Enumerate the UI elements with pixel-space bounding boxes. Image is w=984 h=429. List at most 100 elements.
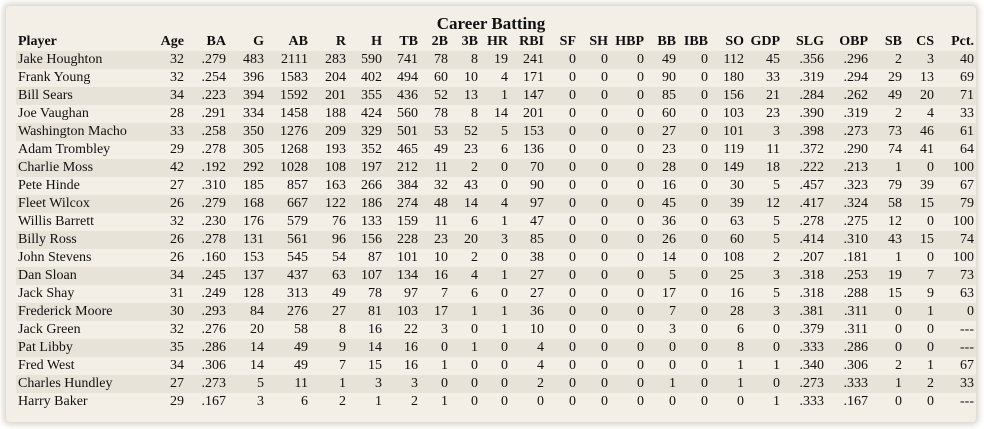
stat-cell: 7 [646, 303, 678, 321]
stat-cell: 1 [480, 267, 510, 285]
stat-cell: 79 [936, 195, 976, 213]
table-body: Jake Houghton 32.279 483 2111 283 590 741 78 8 19… [16, 51, 976, 411]
stat-cell: 283 [310, 51, 348, 69]
stat-cell: 6 [710, 321, 746, 339]
stat-cell: 23 [450, 141, 480, 159]
stat-cell: 49 [310, 285, 348, 303]
stat-cell: 61 [936, 123, 976, 141]
stat-cell: 0 [646, 357, 678, 375]
stat-cell: 97 [510, 195, 546, 213]
stat-cell: 67 [936, 357, 976, 375]
stat-cell: 0 [578, 303, 610, 321]
column-header: CS [916, 34, 934, 49]
stat-cell: 0 [746, 339, 782, 357]
stat-cell: 4 [480, 69, 510, 87]
stat-cell: .245 [186, 267, 228, 285]
stat-cell: 436 [384, 87, 420, 105]
stat-cell: 48 [420, 195, 450, 213]
stat-cell: 483 [228, 51, 266, 69]
stat-cell: 579 [266, 213, 310, 231]
stat-cell: 0 [578, 159, 610, 177]
stat-cell: 8 [310, 321, 348, 339]
table-row: Frank Young 32.254 396 1583 204 402 494 60 10 4 17… [16, 69, 976, 87]
stat-cell: 3 [228, 393, 266, 411]
stat-cell: 78 [420, 51, 450, 69]
stat-cell: 0 [610, 123, 646, 141]
stat-cell: 69 [936, 69, 976, 87]
stat-cell: 27 [310, 303, 348, 321]
stat-cell: 0 [546, 321, 578, 339]
stat-cell: 0 [578, 123, 610, 141]
stat-cell: 424 [348, 105, 384, 123]
stat-cell: 4 [510, 357, 546, 375]
stat-cell: 49 [646, 51, 678, 69]
stat-cell: 16 [384, 357, 420, 375]
stat-cell: 30 [710, 177, 746, 195]
stat-cell: 396 [228, 69, 266, 87]
stat-cell: 0 [610, 195, 646, 213]
player-name-cell: Joe Vaughan [16, 105, 144, 123]
stat-cell: 1 [480, 87, 510, 105]
stat-cell: 100 [936, 249, 976, 267]
stat-cell: 34 [144, 87, 186, 105]
stat-cell: 49 [870, 87, 904, 105]
stat-cell: .291 [186, 105, 228, 123]
stat-cell: 7 [904, 267, 936, 285]
stat-cell: 1 [746, 393, 782, 411]
stat-cell: 0 [578, 375, 610, 393]
column-header: BB [657, 34, 676, 49]
stat-cell: 0 [610, 393, 646, 411]
stat-cell: .319 [782, 69, 826, 87]
player-name-cell: Jack Shay [16, 285, 144, 303]
stat-cell: 133 [348, 213, 384, 231]
stat-cell: 274 [384, 195, 420, 213]
stat-cell: 1 [348, 393, 384, 411]
stat-cell: .284 [782, 87, 826, 105]
stat-cell: 108 [710, 249, 746, 267]
stat-cell: 15 [348, 357, 384, 375]
stat-cell: 0 [870, 339, 904, 357]
stat-cell: .253 [826, 267, 870, 285]
stat-cell: 19 [480, 51, 510, 69]
stat-cell: 23 [646, 141, 678, 159]
stat-cell: 0 [904, 159, 936, 177]
stat-cell: 0 [610, 321, 646, 339]
stat-cell: 122 [310, 195, 348, 213]
stat-cell: 16 [710, 285, 746, 303]
stat-cell: 27 [510, 267, 546, 285]
stat-cell: 0 [610, 303, 646, 321]
stat-cell: 78 [420, 105, 450, 123]
stat-cell: 128 [228, 285, 266, 303]
stat-cell: 0 [904, 339, 936, 357]
stat-cell: 197 [348, 159, 384, 177]
table-row: Harry Baker 29.167 3 6 2 1 2 1 0 0 0 0 0 0 0 0 0 1.333.16… [16, 393, 976, 411]
stat-cell: 0 [678, 159, 710, 177]
column-header: TB [399, 34, 418, 49]
column-header: IBB [683, 34, 708, 49]
stat-cell: 87 [348, 249, 384, 267]
stat-cell: 0 [546, 285, 578, 303]
table-row: Dan Sloan 34.245 137 437 63 107 134 16 4 1 27 0 0 0 5 0… [16, 267, 976, 285]
stat-cell: 6 [450, 285, 480, 303]
stat-cell: .192 [186, 159, 228, 177]
stat-cell: 14 [450, 195, 480, 213]
stat-cell: .340 [782, 357, 826, 375]
stat-cell: 0 [546, 339, 578, 357]
stat-cell: 19 [870, 267, 904, 285]
stat-cell: 5 [746, 213, 782, 231]
stat-cell: 4 [510, 339, 546, 357]
stat-cell: 1592 [266, 87, 310, 105]
stat-cell: 23 [746, 105, 782, 123]
stat-cell: 134 [384, 267, 420, 285]
column-header: R [335, 34, 346, 49]
stat-cell: 5 [480, 123, 510, 141]
stat-cell: 241 [510, 51, 546, 69]
stat-cell: 60 [646, 105, 678, 123]
stat-cell: 0 [610, 375, 646, 393]
table-row: Pat Libby 35.286 14 49 9 14 16 0 1 0 4 0 0 0 0 0 8 0.333.… [16, 339, 976, 357]
stat-cell: 27 [144, 375, 186, 393]
stat-cell: 0 [610, 267, 646, 285]
player-name-cell: Fred West [16, 357, 144, 375]
stat-cell: 0 [678, 375, 710, 393]
stat-cell: 3 [384, 375, 420, 393]
